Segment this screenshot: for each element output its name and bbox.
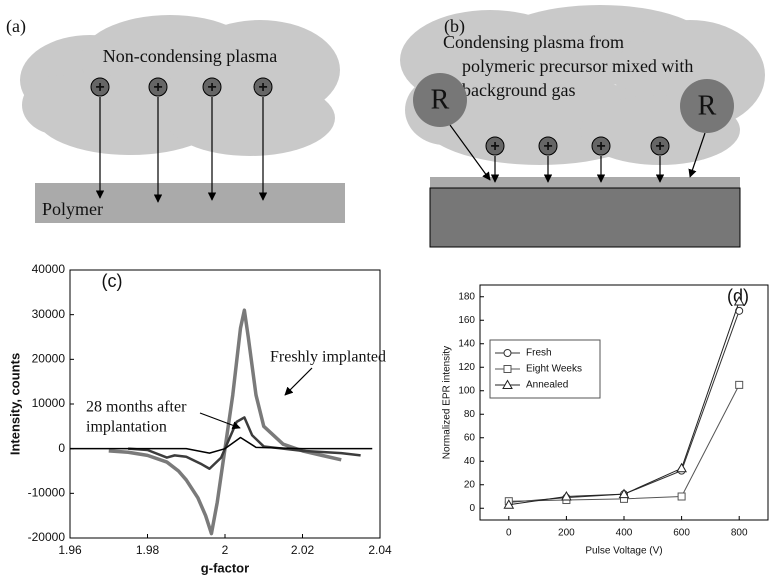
y-tick-label: -20000 — [28, 530, 66, 544]
data-point — [561, 490, 572, 501]
x-tick-label: 2.04 — [368, 543, 392, 557]
panel-label: (a) — [6, 16, 26, 37]
ions: + + + + — [485, 136, 670, 156]
ion-sign: + — [153, 79, 162, 96]
data-point — [733, 295, 745, 306]
ion-sign: + — [95, 79, 104, 96]
y-tick-label: 100 — [458, 385, 475, 396]
substrate-slab — [429, 187, 741, 248]
x-tick-label: 2 — [222, 543, 229, 557]
x-tick-label: 0 — [506, 528, 512, 539]
ion-sign: + — [258, 79, 267, 96]
deposited-layer — [430, 177, 740, 188]
panel-label: (d) — [727, 286, 749, 306]
annotation-arrow — [284, 367, 313, 396]
substrate-label: Polymer — [42, 199, 103, 219]
plot-frame — [479, 284, 769, 521]
radical-label: R — [698, 90, 717, 121]
ion-sign: + — [596, 138, 605, 155]
plasma-label: Non-condensing plasma — [103, 46, 277, 66]
y-tick-label: 0 — [58, 441, 65, 455]
ion-sign: + — [655, 138, 664, 155]
panel-label: (c) — [102, 271, 123, 291]
y-tick-label: 30000 — [32, 307, 66, 321]
ion-sign: + — [543, 138, 552, 155]
plasma-label: polymeric precursor mixed with — [462, 56, 693, 76]
legend-label: Annealed — [526, 380, 568, 391]
x-axis-label: Pulse Voltage (V) — [585, 546, 662, 557]
x-tick-label: 400 — [616, 528, 633, 539]
legend-marker — [503, 365, 512, 373]
polymer-slab — [35, 183, 345, 223]
y-axis-label: Intensity, counts — [7, 353, 22, 455]
y-tick-label: 40000 — [32, 262, 66, 276]
plasma-label: Condensing plasma from — [443, 32, 624, 52]
y-tick-label: 180 — [458, 291, 475, 302]
legend-marker — [503, 349, 512, 357]
panel-label: (b) — [444, 16, 465, 37]
y-tick-label: 20000 — [32, 352, 66, 366]
panel-b: (b) Condensing plasma from polymeric pre… — [400, 5, 765, 248]
y-tick-label: 10000 — [32, 396, 66, 410]
annotation-arrow — [199, 412, 241, 430]
radical — [680, 79, 734, 133]
x-axis-label: g-factor — [201, 560, 249, 575]
y-tick-label: 140 — [458, 338, 475, 349]
y-tick-label: 20 — [464, 479, 476, 490]
plasma-label: background gas — [462, 80, 575, 100]
radical — [413, 73, 467, 127]
ion-sign: + — [207, 79, 216, 96]
x-tick-label: 1.98 — [136, 543, 160, 557]
y-tick-label: 40 — [464, 456, 476, 467]
annotation: implantation — [86, 419, 167, 436]
data-point — [677, 492, 686, 501]
arrows — [449, 124, 706, 183]
legend-marker — [502, 379, 513, 389]
y-tick-label: 80 — [464, 409, 476, 420]
ions: + + + + — [90, 77, 273, 97]
data-point — [503, 499, 515, 509]
y-tick-label: 120 — [458, 362, 475, 373]
x-tick-label: 800 — [731, 528, 748, 539]
radical-label: R — [431, 84, 450, 115]
series-line — [508, 301, 740, 506]
y-axis-label: Normalized EPR intensity — [442, 346, 453, 459]
x-tick-label: 600 — [673, 528, 690, 539]
legend-label: Eight Weeks — [526, 364, 582, 375]
plasma-cloud — [20, 15, 340, 156]
data-point — [618, 488, 630, 499]
legend-label: Fresh — [526, 348, 552, 359]
y-tick-label: 160 — [458, 315, 475, 326]
y-tick-label: 60 — [464, 432, 476, 443]
x-tick-label: 1.96 — [58, 543, 82, 557]
y-tick-label: -10000 — [28, 486, 66, 500]
annotation: 28 months after — [86, 399, 187, 416]
series-line — [70, 436, 373, 454]
panel-a: (a) Non-condensing plasma Polymer + + + … — [6, 15, 345, 223]
x-tick-label: 2.02 — [291, 543, 315, 557]
ion-sign: + — [490, 138, 499, 155]
annotation: Freshly implanted — [270, 349, 386, 366]
x-tick-label: 200 — [558, 528, 575, 539]
y-tick-label: 0 — [469, 503, 475, 514]
ion-arrows — [95, 97, 268, 203]
data-point — [676, 462, 687, 473]
data-point — [735, 380, 744, 389]
